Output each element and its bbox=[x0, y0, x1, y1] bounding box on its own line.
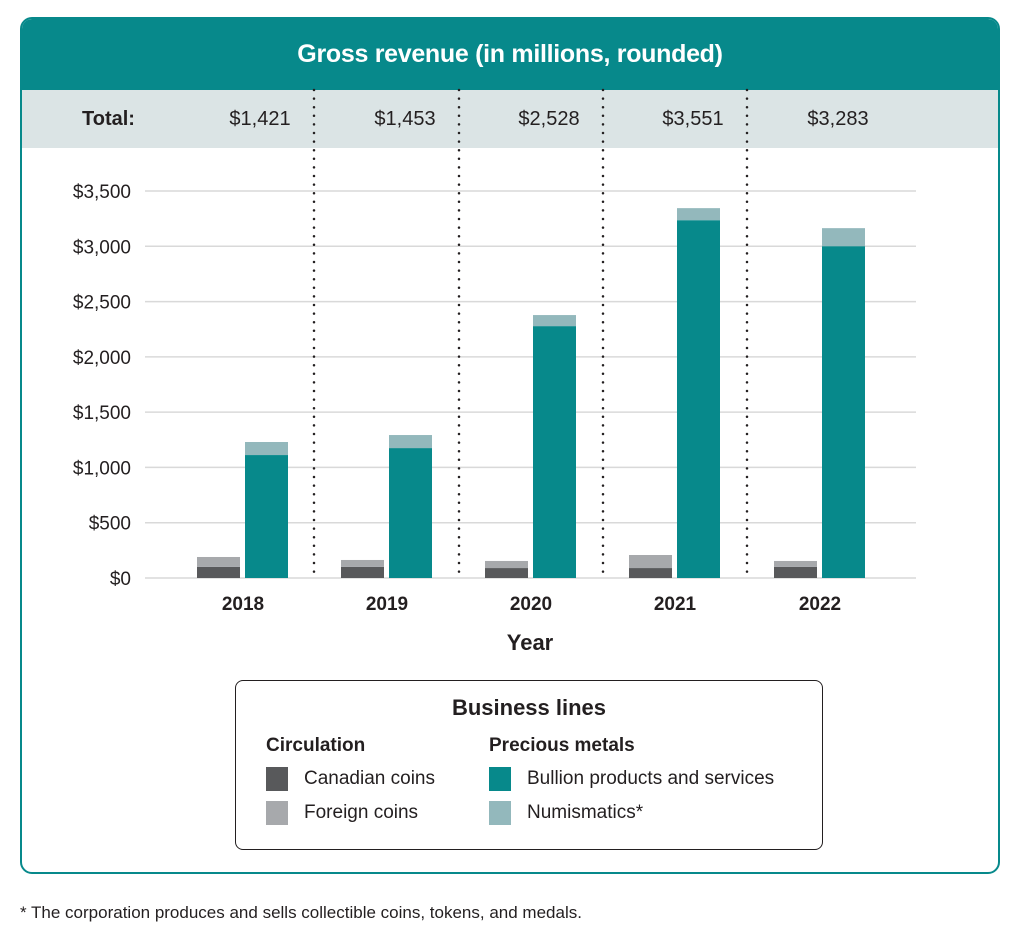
legend-item-bullion: Bullion products and services bbox=[489, 767, 774, 791]
footnote: * The corporation produces and sells col… bbox=[20, 903, 582, 922]
y-tick-label: $2,000 bbox=[73, 348, 131, 369]
bar-canadian-coins-2021 bbox=[629, 568, 672, 578]
y-tick-label: $500 bbox=[89, 514, 131, 535]
total-value-2018: $1,421 bbox=[229, 108, 291, 130]
bar-canadian-coins-2019 bbox=[341, 566, 384, 578]
bar-numismatics-2021 bbox=[677, 208, 720, 221]
bar-canadian-coins-2020 bbox=[485, 568, 528, 578]
bar-foreign-coins-2022 bbox=[774, 560, 817, 567]
legend-group-precious-metals: Precious metals bbox=[489, 735, 635, 756]
total-value-2022: $3,283 bbox=[807, 108, 869, 130]
bar-bullion-products-and-services-2021 bbox=[677, 220, 720, 578]
y-tick-label: $3,500 bbox=[73, 182, 131, 203]
bar-numismatics-2020 bbox=[533, 315, 576, 327]
x-tick-label: 2021 bbox=[654, 594, 697, 615]
y-tick-label: $1,000 bbox=[73, 458, 131, 479]
legend-label: Canadian coins bbox=[304, 768, 435, 789]
legend-swatch-bullion bbox=[489, 767, 511, 791]
x-tick-label: 2019 bbox=[366, 594, 408, 615]
y-tick-label: $2,500 bbox=[73, 293, 131, 314]
y-tick-label: $0 bbox=[110, 569, 131, 590]
legend-label: Numismatics* bbox=[527, 802, 644, 823]
total-value-2019: $1,453 bbox=[374, 108, 436, 130]
total-value-2021: $3,551 bbox=[662, 108, 724, 130]
legend-label: Bullion products and services bbox=[527, 768, 775, 789]
bar-bullion-products-and-services-2019 bbox=[389, 448, 432, 578]
bar-foreign-coins-2019 bbox=[341, 559, 384, 567]
bar-numismatics-2018 bbox=[245, 441, 288, 456]
totals-label: Total: bbox=[82, 108, 135, 130]
y-tick-label: $3,000 bbox=[73, 237, 131, 258]
bar-bullion-products-and-services-2020 bbox=[533, 326, 576, 578]
x-tick-label: 2020 bbox=[510, 594, 552, 615]
legend-item-canadian-coins: Canadian coins bbox=[266, 767, 435, 791]
bar-canadian-coins-2022 bbox=[774, 566, 817, 578]
bar-canadian-coins-2018 bbox=[197, 566, 240, 578]
chart-title: Gross revenue (in millions, rounded) bbox=[22, 19, 998, 90]
legend-title: Business lines bbox=[451, 695, 607, 720]
legend-swatch-canadian-coins bbox=[266, 767, 288, 791]
legend-swatch-numismatics bbox=[489, 801, 511, 825]
legend: Business lines Circulation Precious meta… bbox=[235, 680, 823, 850]
legend-label: Foreign coins bbox=[304, 802, 419, 823]
y-tick-label: $1,500 bbox=[73, 403, 131, 424]
x-tick-label: 2018 bbox=[222, 594, 264, 615]
legend-swatch-foreign-coins bbox=[266, 801, 288, 825]
x-tick-label: 2022 bbox=[799, 594, 841, 615]
total-value-2020: $2,528 bbox=[518, 108, 580, 130]
legend-item-numismatics: Numismatics* bbox=[489, 801, 643, 825]
x-axis-label: Year bbox=[507, 630, 554, 655]
legend-group-circulation: Circulation bbox=[266, 735, 366, 756]
bar-bullion-products-and-services-2022 bbox=[822, 246, 865, 578]
bar-foreign-coins-2018 bbox=[197, 556, 240, 567]
bar-foreign-coins-2020 bbox=[485, 560, 528, 569]
bar-numismatics-2022 bbox=[822, 228, 865, 247]
bar-numismatics-2019 bbox=[389, 435, 432, 449]
legend-item-foreign-coins: Foreign coins bbox=[266, 801, 418, 825]
bar-bullion-products-and-services-2018 bbox=[245, 455, 288, 578]
totals-row: Total: $1,421 $1,453 $2,528 $3,551 $3,28… bbox=[22, 90, 998, 148]
bar-foreign-coins-2021 bbox=[629, 555, 672, 569]
